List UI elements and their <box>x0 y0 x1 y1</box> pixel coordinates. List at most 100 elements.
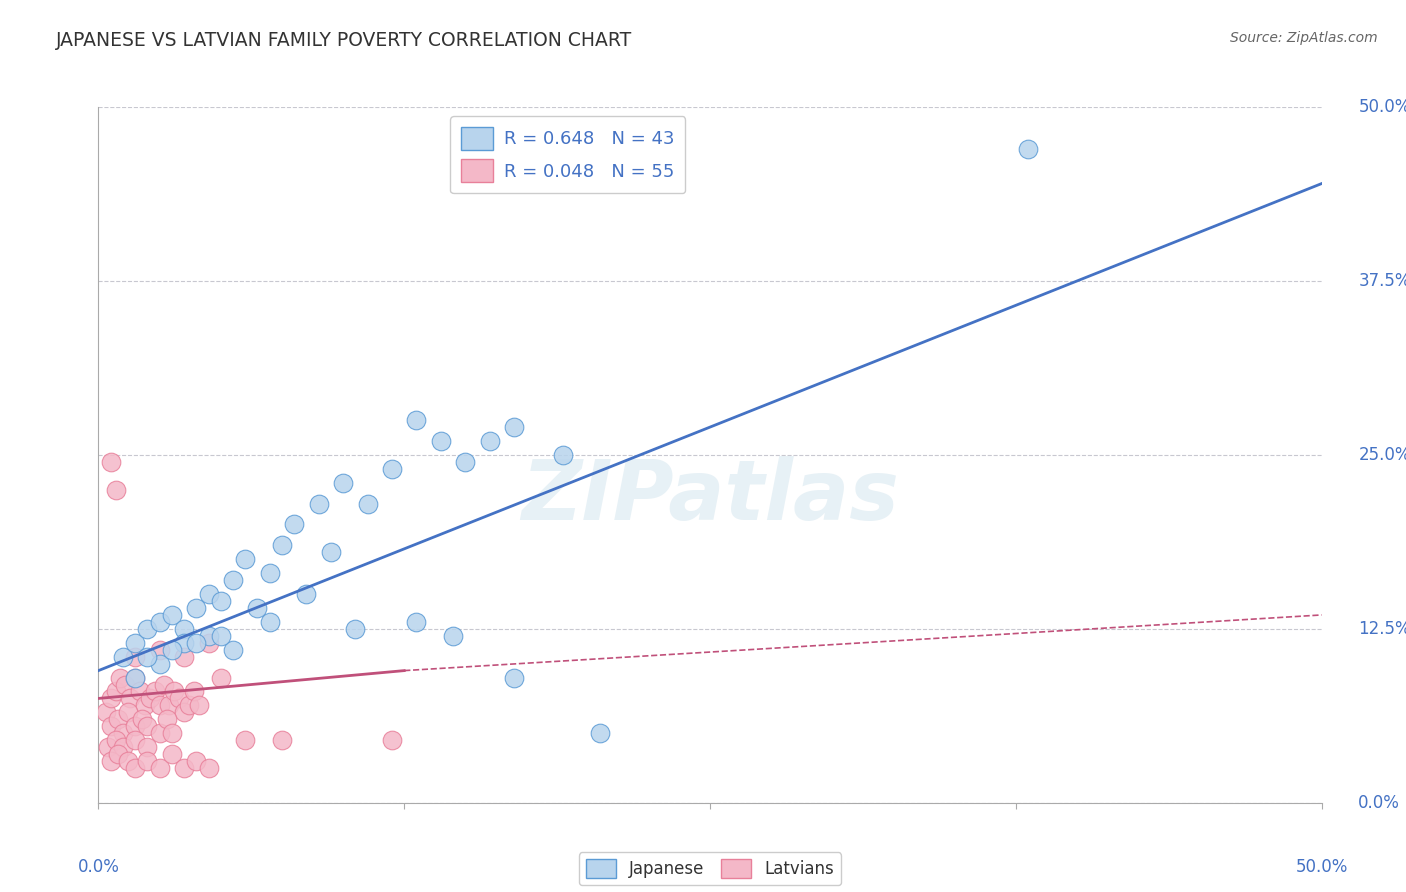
Point <box>183 684 205 698</box>
Point <box>100 455 122 469</box>
Point <box>160 642 183 657</box>
Point <box>270 733 294 747</box>
Point <box>197 761 219 775</box>
Point <box>163 684 186 698</box>
Point <box>259 566 281 581</box>
Point <box>136 754 159 768</box>
Point <box>381 733 404 747</box>
Point <box>478 434 501 448</box>
Text: 25.0%: 25.0% <box>1358 446 1406 464</box>
Text: 12.5%: 12.5% <box>1358 620 1406 638</box>
Point <box>160 726 183 740</box>
Point <box>209 671 232 685</box>
Point <box>173 622 195 636</box>
Point <box>259 615 281 629</box>
Point <box>381 462 404 476</box>
Point <box>97 740 120 755</box>
Point <box>356 497 378 511</box>
Point <box>139 691 162 706</box>
Text: 0.0%: 0.0% <box>1358 794 1400 812</box>
Text: 0.0%: 0.0% <box>77 858 120 877</box>
Point <box>167 691 190 706</box>
Point <box>107 747 129 761</box>
Point <box>283 517 305 532</box>
Point <box>111 649 134 664</box>
Point <box>197 629 219 643</box>
Point <box>160 747 183 761</box>
Point <box>94 706 117 720</box>
Point <box>100 719 122 733</box>
Point <box>405 615 427 629</box>
Point <box>110 671 132 685</box>
Point <box>131 712 153 726</box>
Point <box>222 642 245 657</box>
Point <box>308 497 330 511</box>
Point <box>173 706 195 720</box>
Point <box>149 615 172 629</box>
Point <box>111 726 134 740</box>
Point <box>1017 142 1039 156</box>
Point <box>124 636 146 650</box>
Point <box>332 475 354 490</box>
Point <box>153 677 176 691</box>
Point <box>149 657 172 671</box>
Point <box>114 677 136 691</box>
Text: 50.0%: 50.0% <box>1358 98 1406 116</box>
Point <box>233 552 256 566</box>
Point <box>503 420 526 434</box>
Point <box>136 740 159 755</box>
Point <box>246 601 269 615</box>
Point <box>156 712 179 726</box>
Point <box>430 434 453 448</box>
Point <box>136 622 159 636</box>
Text: Source: ZipAtlas.com: Source: ZipAtlas.com <box>1230 31 1378 45</box>
Point <box>589 726 612 740</box>
Point <box>177 698 200 713</box>
Point <box>124 733 146 747</box>
Point <box>149 726 172 740</box>
Text: 37.5%: 37.5% <box>1358 272 1406 290</box>
Point <box>149 642 172 657</box>
Point <box>186 601 208 615</box>
Point <box>100 691 122 706</box>
Point <box>129 684 152 698</box>
Point <box>454 455 477 469</box>
Point <box>222 573 245 587</box>
Point <box>117 754 139 768</box>
Point <box>134 698 156 713</box>
Point <box>319 545 342 559</box>
Point <box>173 636 195 650</box>
Point <box>124 671 146 685</box>
Point <box>124 671 146 685</box>
Point <box>187 698 209 713</box>
Point <box>149 698 172 713</box>
Point <box>100 754 122 768</box>
Point <box>441 629 464 643</box>
Point <box>104 483 127 497</box>
Point <box>295 587 318 601</box>
Point <box>186 636 208 650</box>
Point <box>111 740 134 755</box>
Point <box>120 691 142 706</box>
Point <box>553 448 575 462</box>
Text: JAPANESE VS LATVIAN FAMILY POVERTY CORRELATION CHART: JAPANESE VS LATVIAN FAMILY POVERTY CORRE… <box>56 31 633 50</box>
Point <box>124 649 146 664</box>
Point <box>149 761 172 775</box>
Point <box>233 733 256 747</box>
Text: 50.0%: 50.0% <box>1295 858 1348 877</box>
Point <box>104 733 127 747</box>
Point <box>157 698 180 713</box>
Point <box>136 719 159 733</box>
Legend: Japanese, Latvians: Japanese, Latvians <box>579 853 841 885</box>
Point <box>136 649 159 664</box>
Point <box>124 761 146 775</box>
Point <box>124 719 146 733</box>
Point <box>344 622 367 636</box>
Text: ZIPatlas: ZIPatlas <box>522 456 898 537</box>
Point <box>405 413 427 427</box>
Point <box>143 684 166 698</box>
Point <box>173 761 195 775</box>
Point <box>173 649 195 664</box>
Point <box>104 684 127 698</box>
Point <box>209 629 232 643</box>
